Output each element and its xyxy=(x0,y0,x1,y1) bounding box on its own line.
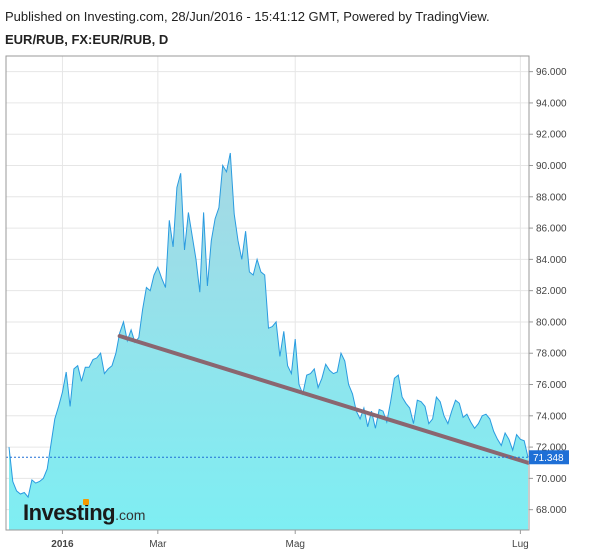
y-tick-label: 92.000 xyxy=(536,130,567,141)
y-axis-ticks: 68.000 70.000 72.000 74.000 76.000 78.000 80.0… xyxy=(529,67,567,516)
y-tick-label: 74.000 xyxy=(536,411,567,422)
y-tick-label: 76.000 xyxy=(536,380,567,391)
y-tick-label: 86.000 xyxy=(536,224,567,235)
trend-line[interactable] xyxy=(117,334,529,465)
y-tick-label: 90.000 xyxy=(536,161,567,172)
y-tick-label: 82.000 xyxy=(536,286,567,297)
x-tick-label: Mag xyxy=(285,539,304,550)
y-tick-label: 72.000 xyxy=(536,443,567,454)
x-tick-label: Lug xyxy=(512,539,529,550)
investing-logo: Investing.com xyxy=(23,499,146,526)
y-tick-label: 70.000 xyxy=(536,474,567,485)
logo-suffix: .com xyxy=(115,507,146,523)
x-tick-label: 2016 xyxy=(51,539,74,550)
y-tick-label: 84.000 xyxy=(536,255,567,266)
price-area xyxy=(9,153,528,530)
symbol-title: EUR/RUB, FX:EUR/RUB, D xyxy=(5,32,169,47)
y-tick-label: 88.000 xyxy=(536,192,567,203)
price-line xyxy=(8,152,529,499)
y-tick-label: 68.000 xyxy=(536,505,567,516)
last-price-label: 71.348 xyxy=(533,453,564,464)
logo-dot-icon xyxy=(83,499,89,505)
x-tick-label: Mar xyxy=(149,539,167,550)
y-tick-label: 96.000 xyxy=(536,67,567,78)
published-info: Published on Investing.com, 28/Jun/2016 … xyxy=(5,9,490,24)
y-tick-label: 80.000 xyxy=(536,317,567,328)
last-price-badge: 71.348 xyxy=(529,450,569,465)
logo-text: Investing xyxy=(23,500,116,525)
y-tick-label: 94.000 xyxy=(536,98,567,109)
x-axis-ticks: 2016 Mar Mag Lug xyxy=(51,530,529,550)
y-tick-label: 78.000 xyxy=(536,349,567,360)
